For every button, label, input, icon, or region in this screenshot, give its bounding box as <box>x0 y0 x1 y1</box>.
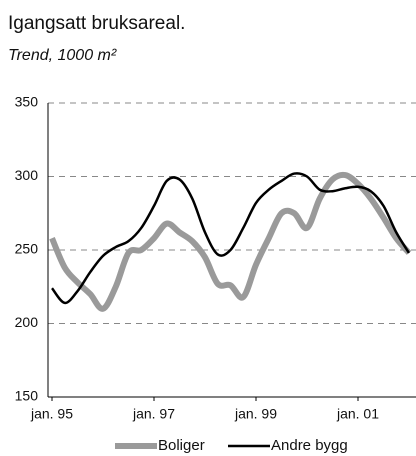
line-series <box>49 171 412 312</box>
y-tick-label: 300 <box>15 167 39 183</box>
x-tick-label: jan. 95 <box>30 406 73 422</box>
y-tick-label: 350 <box>15 94 39 110</box>
y-tick-label: 250 <box>15 241 39 257</box>
x-tick-label: jan. 97 <box>132 406 175 422</box>
chart-subtitle: Trend, 1000 m² <box>8 47 117 64</box>
legend-label: Boliger <box>158 437 205 454</box>
x-tick-label: jan. 01 <box>336 406 379 422</box>
y-tick-label: 200 <box>15 314 39 330</box>
line-series <box>51 172 411 305</box>
legend-label: Andre bygg <box>271 437 348 454</box>
x-tick-label: jan. 99 <box>234 406 277 422</box>
chart-title: Igangsatt bruksareal. <box>8 13 185 34</box>
y-tick-label: 150 <box>15 388 39 404</box>
